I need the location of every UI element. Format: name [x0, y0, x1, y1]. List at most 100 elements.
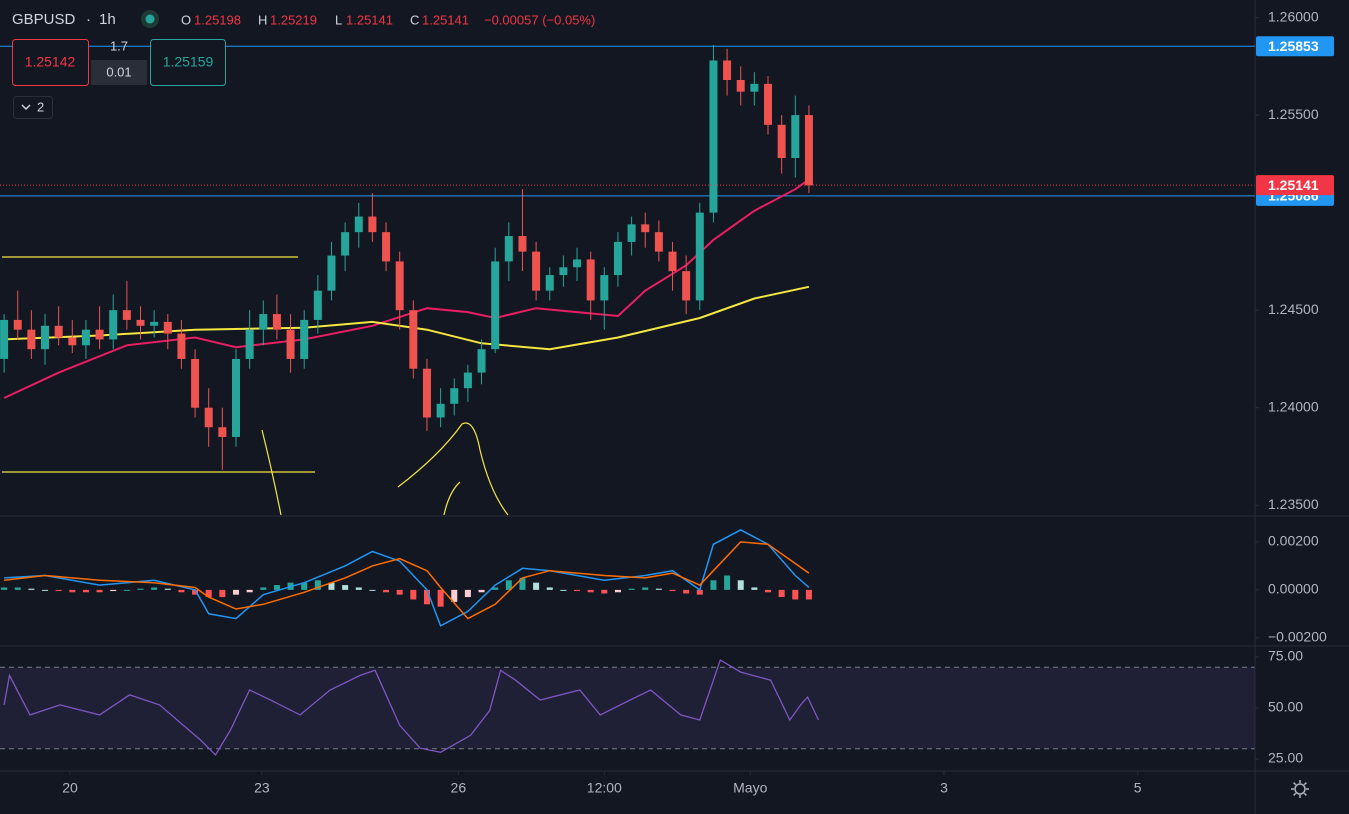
last-price-label: 1.25141	[1268, 177, 1319, 193]
candle-body	[463, 372, 472, 389]
drawing-curve	[443, 481, 461, 516]
candle-body	[709, 60, 718, 213]
histogram-bar	[669, 589, 676, 592]
histogram-bar	[246, 589, 253, 593]
symbol[interactable]: GBPUSD	[12, 11, 76, 28]
histogram-bar	[314, 580, 321, 590]
ohlc-value: 1.25141	[422, 12, 469, 27]
candle-body	[245, 329, 254, 359]
quantity: 0.01	[106, 64, 131, 79]
candle-body	[450, 388, 459, 404]
y-tick-label: 1.26000	[1268, 8, 1319, 24]
ohlc-label: C	[410, 12, 419, 27]
candle-body	[764, 83, 773, 125]
candle-body	[559, 267, 568, 276]
candle-body	[436, 403, 445, 418]
histogram-bar	[123, 589, 130, 591]
sell-button[interactable]	[12, 39, 89, 86]
histogram-bar	[232, 589, 239, 595]
ohlc-label: O	[181, 12, 191, 27]
gear-teeth	[1291, 780, 1309, 798]
candle-body	[627, 224, 636, 242]
candle-body	[13, 319, 22, 330]
histogram-bar	[328, 582, 335, 590]
candle-body	[27, 329, 36, 350]
candle-body	[136, 319, 145, 326]
y-tick-label: 75.00	[1268, 648, 1303, 664]
y-tick-label: 1.24500	[1268, 301, 1319, 317]
candle-body	[368, 216, 377, 233]
histogram-bar	[410, 589, 417, 600]
candle-body	[68, 337, 77, 346]
histogram-bar	[724, 575, 731, 590]
candle-body	[723, 60, 732, 80]
histogram-bar	[710, 580, 717, 590]
indicators-count: 2	[37, 99, 44, 114]
interval[interactable]: 1h	[99, 11, 116, 28]
histogram-bar	[546, 587, 553, 590]
candle-body	[300, 319, 309, 359]
histogram-bar	[601, 589, 608, 594]
price-label: 1.25853	[1268, 38, 1319, 54]
histogram-bar	[369, 589, 376, 591]
candle-body	[682, 271, 691, 301]
histogram-bar	[614, 589, 621, 593]
histogram-bar	[423, 589, 430, 605]
drawing-curve	[261, 429, 282, 516]
indicator-line	[4, 541, 810, 620]
buy-button[interactable]	[150, 39, 226, 86]
histogram-bar	[464, 589, 471, 598]
candle-body	[122, 310, 131, 320]
indicators-toggle[interactable]	[13, 96, 53, 119]
histogram-bar	[178, 589, 185, 593]
candle-body	[341, 232, 350, 256]
quantity-box[interactable]	[91, 60, 147, 85]
candle-body	[613, 241, 622, 276]
histogram-bar	[683, 589, 690, 594]
settings-button[interactable]	[1291, 780, 1309, 798]
candle-body	[477, 349, 486, 373]
histogram-bar	[751, 587, 758, 590]
indicator-line	[4, 529, 810, 627]
y-tick-label: 1.25500	[1268, 106, 1319, 122]
histogram-bar	[14, 587, 21, 590]
candle-body	[518, 236, 527, 252]
candle-body	[668, 251, 677, 272]
candle-body	[532, 251, 541, 291]
candle-body	[791, 115, 800, 159]
gear-ring	[1294, 783, 1306, 795]
histogram-bar	[69, 589, 76, 593]
x-tick-label: 20	[62, 780, 78, 796]
histogram-bar	[219, 589, 226, 598]
y-tick-label: 0.00000	[1268, 581, 1319, 597]
candle-body	[504, 236, 513, 262]
candle-body	[259, 314, 268, 330]
histogram-bar	[28, 588, 35, 590]
ohlc-value: 1.25219	[270, 12, 317, 27]
candle-body	[750, 83, 759, 92]
candle-body	[150, 321, 159, 326]
histogram-bar	[301, 582, 308, 590]
x-tick-label: 23	[254, 780, 270, 796]
histogram-bar	[655, 588, 662, 590]
price-label-bg	[1256, 36, 1334, 57]
histogram-bar	[396, 589, 403, 595]
spread: 1.7	[110, 38, 128, 53]
indicator-line	[4, 285, 810, 351]
histogram-bar	[765, 589, 772, 593]
x-tick-label: Mayo	[733, 780, 767, 796]
candle-body	[81, 329, 90, 346]
candle-body	[109, 310, 118, 340]
candle-body	[177, 333, 186, 359]
histogram-bar	[792, 589, 799, 600]
histogram-bar	[96, 589, 103, 593]
histogram-bar	[192, 589, 199, 595]
x-tick-label: 26	[451, 780, 467, 796]
candle-body	[491, 261, 500, 350]
y-tick-label: 50.00	[1268, 699, 1303, 715]
